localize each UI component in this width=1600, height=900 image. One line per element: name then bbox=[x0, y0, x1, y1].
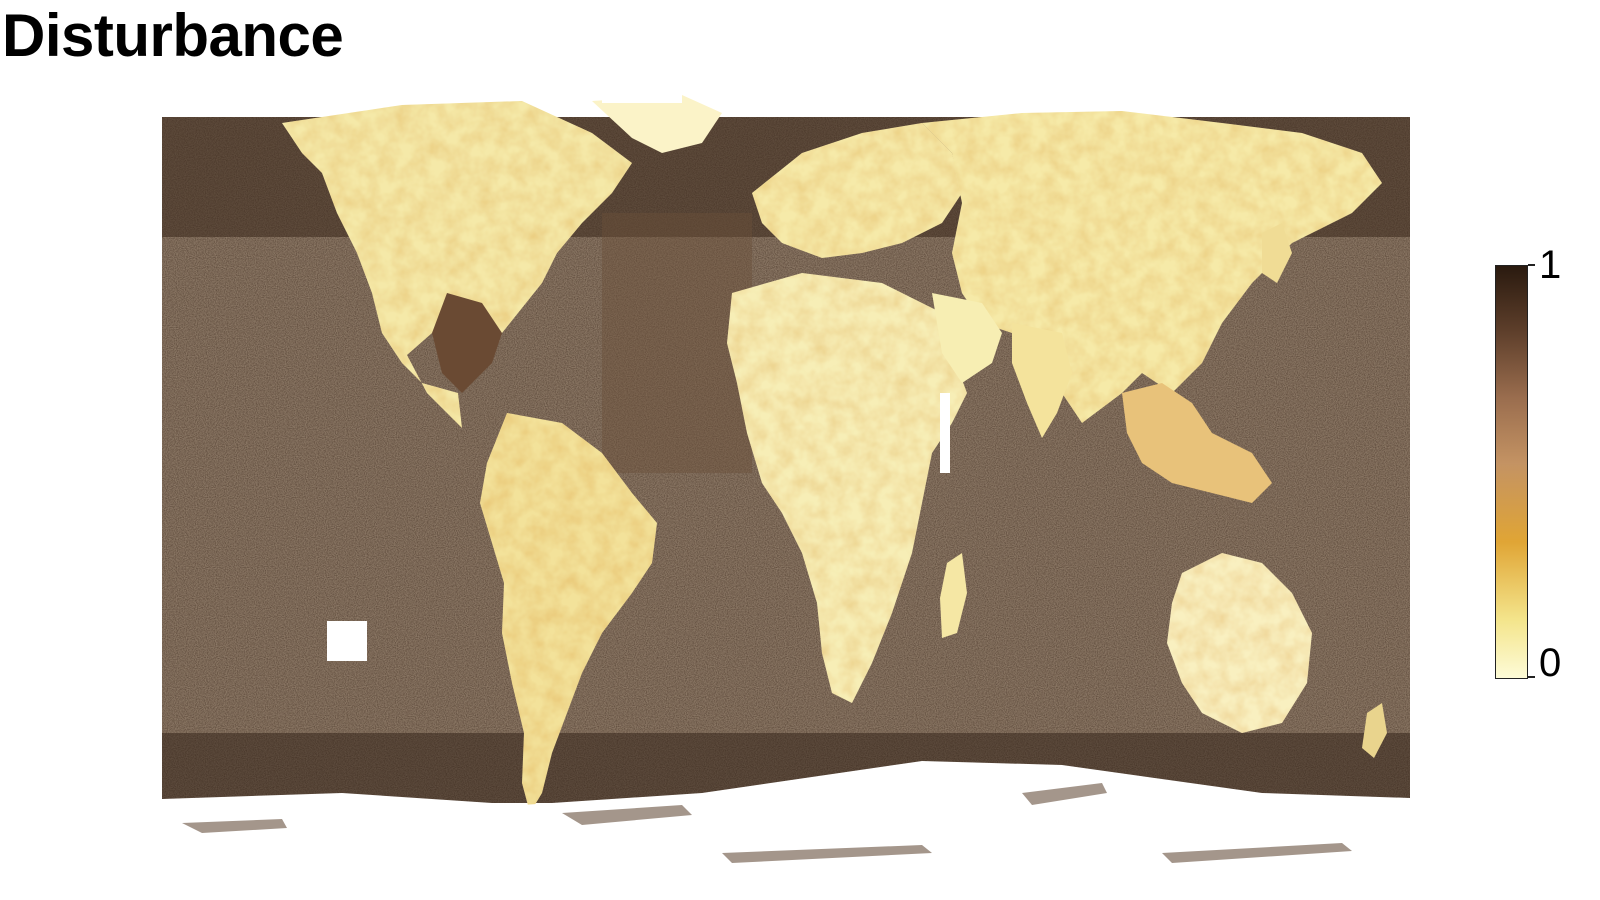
color-legend: 1 0 bbox=[1495, 245, 1561, 685]
europe bbox=[752, 123, 962, 258]
central-america bbox=[432, 293, 502, 393]
south-america bbox=[480, 413, 657, 813]
no-data-patch-arctic bbox=[602, 93, 682, 103]
no-data-patch-pacific bbox=[327, 621, 367, 661]
legend-colorbar bbox=[1495, 265, 1528, 679]
north-america bbox=[282, 101, 632, 428]
world-map bbox=[162, 93, 1412, 871]
world-map-svg bbox=[162, 93, 1410, 871]
japan bbox=[1262, 223, 1292, 283]
legend-max-label: 1 bbox=[1539, 243, 1562, 287]
legend-tick-max bbox=[1528, 264, 1535, 266]
arabian-peninsula bbox=[932, 293, 1002, 383]
new-zealand bbox=[1362, 703, 1387, 758]
madagascar bbox=[940, 553, 967, 638]
map-title: Disturbance bbox=[2, 2, 344, 69]
southeast-asia bbox=[1122, 383, 1272, 503]
india bbox=[1012, 323, 1072, 438]
greenland bbox=[592, 95, 722, 153]
australia bbox=[1167, 553, 1312, 733]
legend-min-label: 0 bbox=[1539, 641, 1562, 685]
antarctica-speckle bbox=[182, 783, 1352, 863]
no-data-patch-red-sea bbox=[940, 393, 950, 473]
legend-tick-min bbox=[1528, 676, 1535, 678]
africa bbox=[727, 273, 967, 703]
